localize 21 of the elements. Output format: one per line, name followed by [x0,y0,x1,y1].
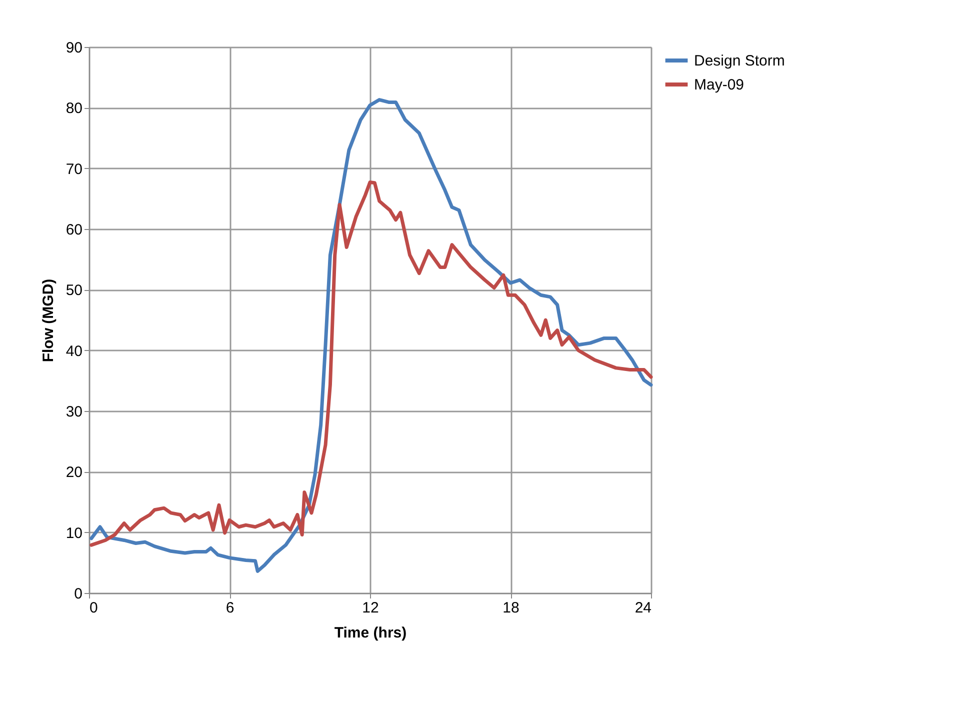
x-tick-label: 18 [502,600,520,616]
x-axis-title: Time (hrs) [334,624,407,642]
legend-label: Design Storm [694,52,785,70]
y-tick-label: 80 [66,100,82,118]
y-tick-label: 70 [66,160,82,178]
y-tick-label: 40 [66,342,82,360]
x-tick-label: 24 [634,600,652,616]
x-tick-label: 0 [90,600,98,616]
line-series [90,98,653,573]
y-axis-title: Flow (MGD) [40,278,57,362]
y-tick-label: 30 [66,404,82,420]
y-tick-label: 20 [66,464,82,482]
y-tick-label: 60 [66,222,82,238]
y-tick-label: 90 [66,40,82,56]
x-tick-label: 6 [226,600,234,616]
legend-label: May-09 [694,76,744,94]
y-tick-label: 0 [74,586,82,602]
y-tick-label: 50 [66,282,82,300]
y-tick-label: 10 [66,524,82,542]
line-series [90,180,653,547]
x-tick-label: 12 [362,600,379,616]
